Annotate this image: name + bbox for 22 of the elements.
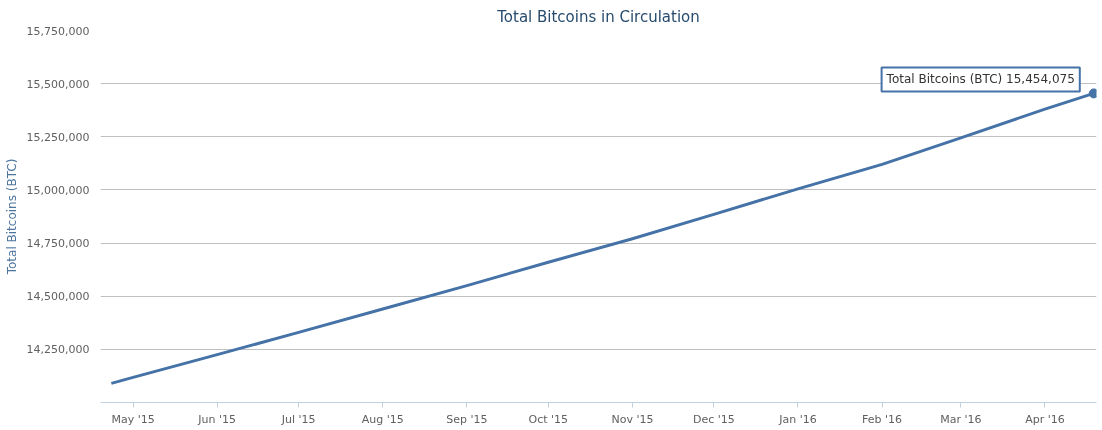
- x-tick-label: Oct '15: [528, 412, 569, 426]
- x-tick-label: Mar '16: [940, 412, 982, 426]
- x-tick-label: Nov '15: [611, 412, 654, 426]
- x-tick-label: Feb '16: [862, 412, 903, 426]
- y-tick-label: 14,750,000: [26, 237, 90, 251]
- y-axis-title: Total Bitcoins (BTC): [4, 158, 19, 276]
- x-tick-label: Aug '15: [361, 412, 404, 426]
- x-tick-label: Sep '15: [446, 412, 488, 426]
- x-tick-label: Dec '15: [692, 412, 735, 426]
- x-tick-label: Jan '16: [778, 412, 817, 426]
- x-tick-label: Jun '15: [197, 412, 237, 426]
- y-tick-label: 15,000,000: [26, 183, 90, 197]
- y-tick-label: 15,250,000: [26, 130, 90, 144]
- y-tick-label: 14,250,000: [26, 343, 90, 357]
- x-tick-label: Apr '16: [1025, 412, 1065, 426]
- x-tick-label: Jul '15: [280, 412, 316, 426]
- y-tick-label: 15,500,000: [26, 77, 90, 91]
- chart-title: Total Bitcoins in Circulation: [496, 7, 700, 26]
- x-tick-label: May '15: [111, 412, 155, 426]
- annotation: Total Bitcoins (BTC) 15,454,075: [885, 72, 1075, 87]
- y-tick-label: 15,750,000: [26, 24, 90, 38]
- y-tick-label: 14,500,000: [26, 290, 90, 304]
